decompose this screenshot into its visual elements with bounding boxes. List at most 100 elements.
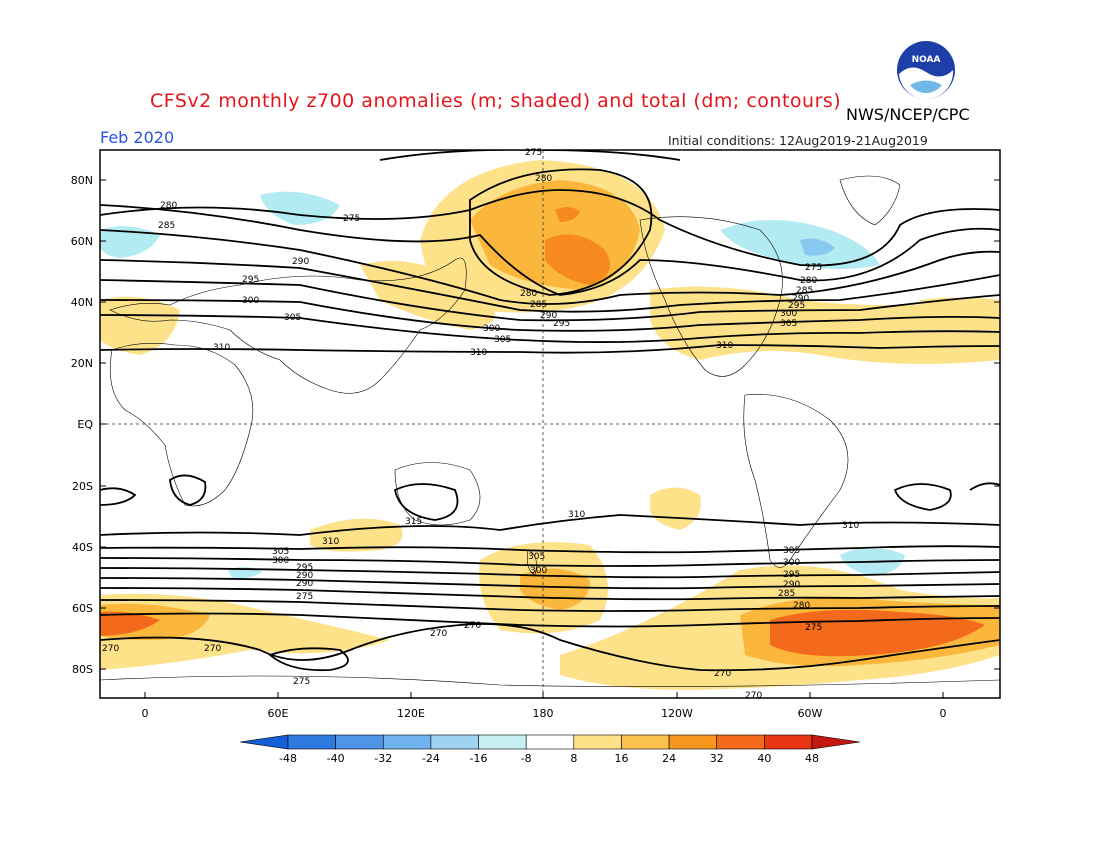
colorbar-tick-label: -48 <box>279 752 297 765</box>
contour-label: 280 <box>793 601 810 611</box>
contour-label: 285 <box>158 221 175 231</box>
colorbar-swatch <box>668 734 718 750</box>
contour-antarctic-low <box>268 647 349 672</box>
anomaly-negative-greenland <box>800 238 835 256</box>
contour-label: 310 <box>842 521 859 531</box>
contour-label: 280 <box>800 276 817 286</box>
contour-290-south <box>100 577 1000 590</box>
lat-tick-label: 20S <box>72 480 93 493</box>
lon-tick-label: 0 <box>142 707 149 720</box>
contour-label: 285 <box>530 300 547 310</box>
contour-label: 270 <box>464 621 481 631</box>
colorbar-swatch <box>764 734 813 750</box>
lat-tick-label: 80N <box>71 174 93 187</box>
colorbar-tick-label: -24 <box>422 752 440 765</box>
contour-label: 300 <box>530 566 547 576</box>
chart-title: CFSv2 monthly z700 anomalies (m; shaded)… <box>150 90 842 112</box>
contour-label: 280 <box>160 201 177 211</box>
contour-label: 300 <box>783 558 800 568</box>
contour-label: 275 <box>805 263 822 273</box>
contour-label: 270 <box>430 629 447 639</box>
colorbar-tick-label: -32 <box>374 752 392 765</box>
lon-tick-label: 120E <box>397 707 425 720</box>
contour-label: 300 <box>483 324 500 334</box>
contour-closed-africa <box>169 474 207 506</box>
grid-lines <box>100 150 1000 698</box>
contour-label: 275 <box>296 592 313 602</box>
colorbar-tick-label: -8 <box>521 752 532 765</box>
colorbar-swatch <box>478 734 527 750</box>
colorbar-swatch <box>621 734 670 750</box>
colorbar-swatch <box>525 734 575 750</box>
lat-tick-label: 40N <box>71 296 93 309</box>
contour-label: 280 <box>520 289 537 299</box>
contour-label: 270 <box>714 669 731 679</box>
contour-label: 275 <box>805 623 822 633</box>
contour-270-south <box>100 623 1000 672</box>
contour-label: 295 <box>788 301 805 311</box>
contour-285-south <box>100 587 1000 601</box>
anomaly-strong-arctic <box>555 206 580 222</box>
contour-label: 285 <box>796 286 813 296</box>
contour-300-north <box>100 299 1000 332</box>
contour-label: 280 <box>535 174 552 184</box>
colorbar-swatch <box>573 734 622 750</box>
initial-conditions-label: Initial conditions: 12Aug2019-21Aug2019 <box>668 133 928 148</box>
contour-290-north <box>100 259 1000 313</box>
colorbar-tick-label: 48 <box>805 752 819 765</box>
colorbar-tick-label: 24 <box>662 752 676 765</box>
contour-label: 285 <box>778 589 795 599</box>
contour-label: 305 <box>284 313 301 323</box>
colorbar-tick-label: 16 <box>614 752 628 765</box>
contour-closed-sw <box>100 487 137 506</box>
contour-label: 300 <box>242 296 259 306</box>
anomaly-positive-west-europe <box>100 296 180 355</box>
contour-label: 305 <box>528 552 545 562</box>
contour-285-north <box>100 229 1000 305</box>
anomaly-strong-southern-west <box>100 611 160 636</box>
contour-280-north <box>100 204 1000 296</box>
contour-label: 275 <box>293 677 310 687</box>
colorbar-swatch <box>716 734 765 750</box>
colorbar: -48 -40 -32 -24 -16 -8 8 16 24 32 40 48 <box>239 734 861 765</box>
colorbar-arrow-low <box>239 734 289 750</box>
colorbar-swatch <box>335 734 384 750</box>
colorbar-swatch <box>287 734 336 750</box>
contour-label: 305 <box>783 546 800 556</box>
contour-295-south <box>100 567 1000 579</box>
contour-label: 270 <box>745 691 762 701</box>
contour-label: 310 <box>568 510 585 520</box>
contour-label: 310 <box>322 537 339 547</box>
map-ticks <box>100 179 1000 698</box>
colorbar-tick-label: -16 <box>470 752 488 765</box>
contour-label: 310 <box>716 341 733 351</box>
lon-tick-label: 0 <box>940 707 947 720</box>
longitude-labels: 0 60E 120E 180 120W 60W 0 <box>142 707 947 720</box>
contour-label: 310 <box>213 343 230 353</box>
contour-closed-north-top <box>379 150 681 161</box>
contour-label: 290 <box>296 571 313 581</box>
lat-tick-label: 40S <box>72 541 93 554</box>
colorbar-swatch <box>382 734 432 750</box>
noaa-logo-icon: NOAA <box>897 41 955 100</box>
contour-310-north <box>100 344 1000 354</box>
colorbar-arrow-high <box>811 734 861 750</box>
anomaly-strong-bering <box>545 234 610 285</box>
forecast-month-label: Feb 2020 <box>100 128 175 147</box>
contour-300-south <box>100 557 1000 567</box>
colorbar-tick-label: 8 <box>570 752 577 765</box>
contour-closed-southeast <box>969 482 1000 491</box>
contour-label: 310 <box>470 348 487 358</box>
contour-label: 275 <box>525 148 542 158</box>
lon-tick-label: 180 <box>533 707 554 720</box>
contour-295-north <box>100 279 1000 322</box>
coastlines <box>100 175 1000 687</box>
contour-280-south <box>100 599 1000 612</box>
contour-label: 290 <box>292 257 309 267</box>
contour-label: 290 <box>792 294 809 304</box>
contour-label: 305 <box>272 547 289 557</box>
agency-label: NWS/NCEP/CPC <box>846 105 970 124</box>
colorbar-tick-label: -40 <box>327 752 345 765</box>
lat-tick-label: 60S <box>72 602 93 615</box>
lon-tick-label: 60E <box>268 707 289 720</box>
